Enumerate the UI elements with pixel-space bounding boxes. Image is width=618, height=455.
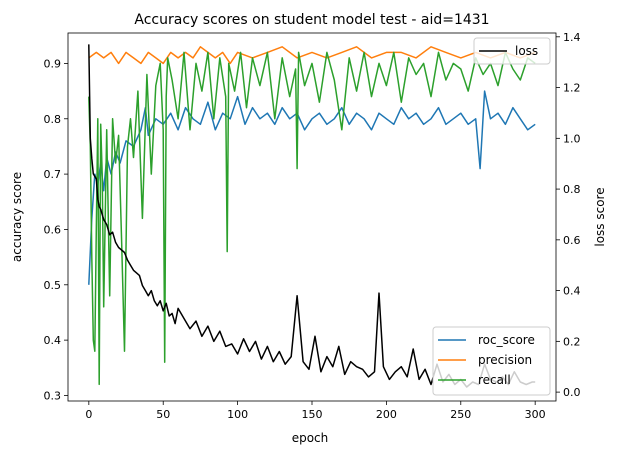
axes: 0 50 100 150 200 250 300 0.3 0.4 0.5 0.6 0.7 0.8 0.9 0… [44,31,581,421]
legend-box [432,326,551,396]
y2-tick-label: 0.6 [563,234,581,247]
y-tick-label: 0.9 [44,57,62,70]
legend-left-axis: roc_score precision recall [432,326,551,396]
y2-tick-label: 1.4 [563,31,581,44]
x-tick-label: 200 [376,408,397,421]
x-tick-label: 300 [525,408,546,421]
x-tick-label: 0 [85,408,92,421]
series-line-recall [88,51,536,386]
y-tick-label: 0.3 [44,389,62,402]
y-tick-label: 0.6 [44,223,62,236]
x-tick-label: 100 [227,408,248,421]
y2-tick-label: 0.4 [563,285,581,298]
y-tick-label: 0.7 [44,168,62,181]
y2-tick-label: 1.0 [563,132,581,145]
x-tick-label: 250 [450,408,471,421]
y-axis-label: accuracy score [10,172,24,262]
y2-tick-label: 1.2 [563,82,581,95]
x-tick-label: 50 [156,408,170,421]
chart-title: Accuracy scores on student model test - … [134,12,489,28]
x-axis-label: epoch [292,431,329,445]
legend-right-axis: loss [473,37,551,65]
legend-box [473,37,551,65]
series-line-precision [88,46,536,65]
legend-label-recall: recall [478,373,511,387]
legends: loss roc_score precision recall [432,37,551,396]
legend-label-loss: loss [515,44,538,58]
plot-area [88,44,536,388]
legend-label-precision: precision [478,353,532,367]
x-tick-label: 150 [302,408,323,421]
y2-tick-label: 0.0 [563,386,581,399]
legend-label-roc_score: roc_score [478,333,535,347]
y2-tick-label: 0.8 [563,183,581,196]
y-tick-label: 0.4 [44,334,62,347]
y-tick-label: 0.5 [44,279,62,292]
y-tick-label: 0.8 [44,113,62,126]
y2-axis-label: loss score [593,187,607,246]
y2-tick-label: 0.2 [563,335,581,348]
